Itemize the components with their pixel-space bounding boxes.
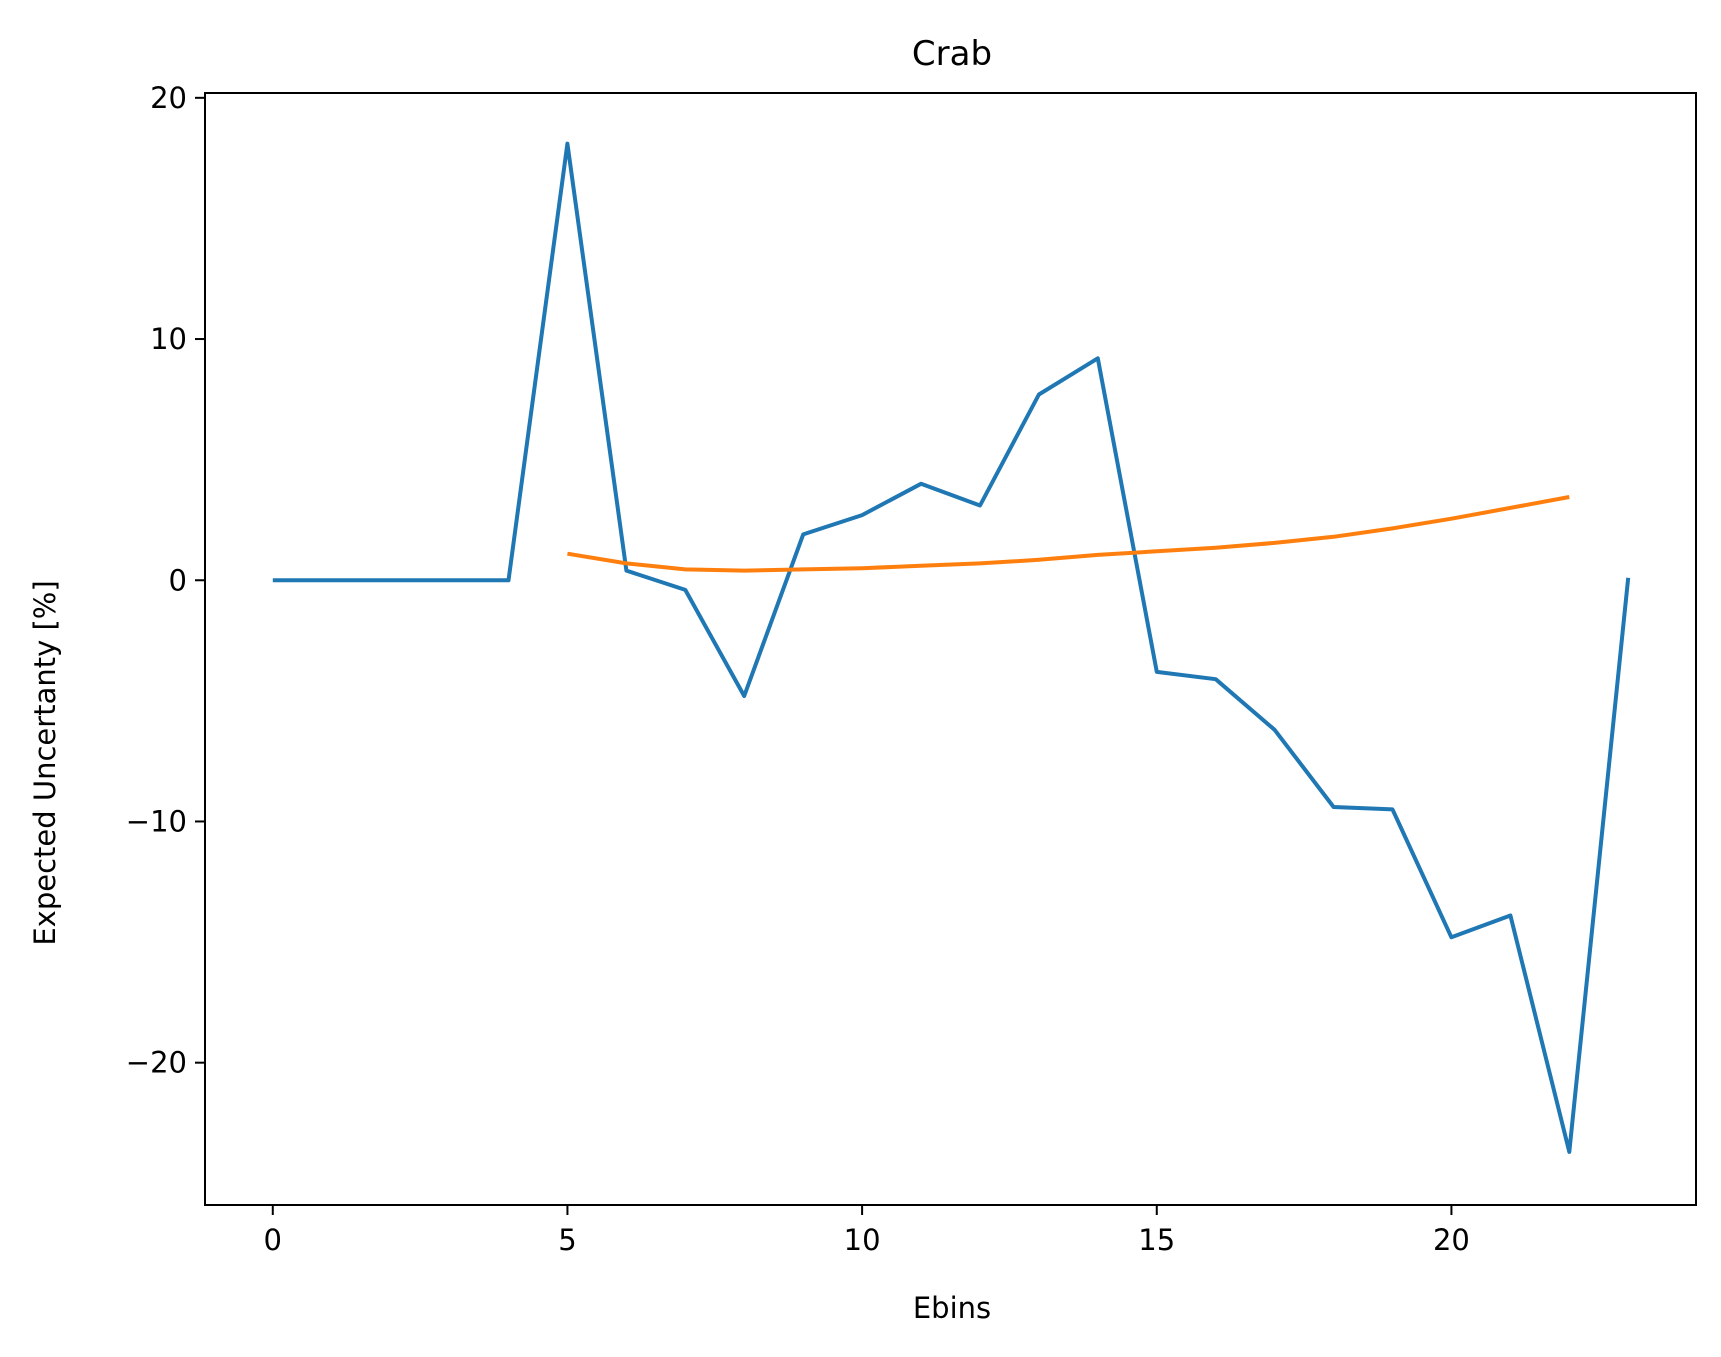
y-tick-label: 10: [150, 322, 187, 356]
x-axis: 0 5 10 15 20: [264, 1205, 1470, 1257]
y-tick-label: 0: [169, 563, 187, 597]
y-tick-label: 20: [150, 81, 187, 115]
x-tick-label: 15: [1138, 1223, 1175, 1257]
series-line-2: [567, 495, 1570, 573]
y-axis: 20 10 0 −10 −20: [126, 81, 205, 1080]
x-tick-label: 10: [844, 1223, 881, 1257]
x-tick-label: 20: [1433, 1223, 1470, 1257]
x-tick-label: 0: [264, 1223, 282, 1257]
y-axis-label: Expected Uncertanty [%]: [28, 580, 62, 945]
y-tick-label: −10: [126, 804, 187, 838]
x-tick-label: 5: [558, 1223, 576, 1257]
axes-frame: [204, 92, 1697, 1206]
y-tick-label: −20: [126, 1046, 187, 1080]
x-axis-label: Ebins: [913, 1291, 991, 1325]
chart-title: Crab: [912, 34, 992, 74]
series-line-1: [272, 141, 1631, 1154]
plot-area: [272, 141, 1631, 1154]
